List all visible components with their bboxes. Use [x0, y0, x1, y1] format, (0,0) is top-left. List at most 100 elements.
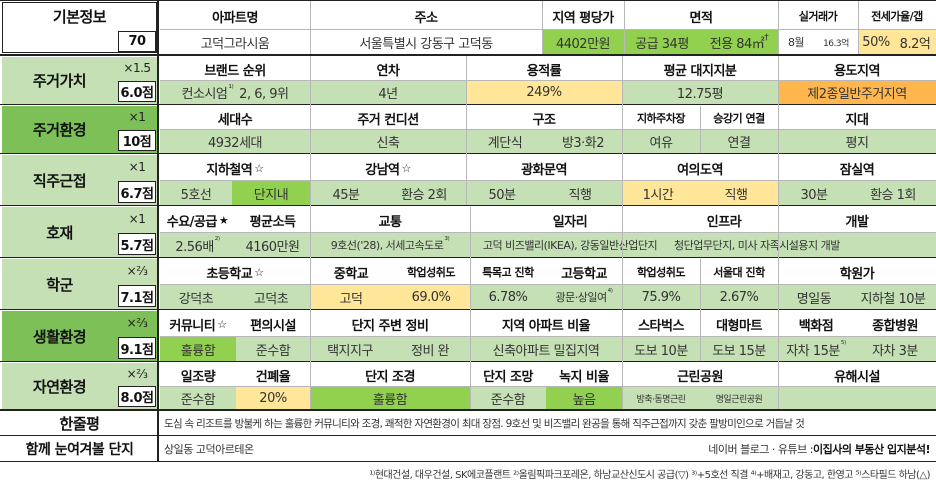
- cm-gangnam-time: 45분: [310, 181, 382, 205]
- nt-h7: 유해시설: [834, 369, 880, 385]
- nt-view: 준수함: [470, 387, 546, 409]
- le2-h8: 종합병원: [872, 318, 918, 334]
- lv-h1: 브랜드 순위: [204, 63, 266, 79]
- bn-h5: 인프라: [706, 214, 742, 230]
- nt-h5: 녹지 비율: [559, 369, 609, 385]
- cm-jamsil-time: 30분: [778, 181, 850, 205]
- sc-h4: 고등학교: [561, 266, 607, 282]
- basic-score: 70: [118, 31, 156, 52]
- apt-area-supply: 공급 34평: [624, 30, 700, 54]
- le-h5: 지대: [845, 112, 869, 128]
- le2-surround-b: 정비 완: [390, 337, 470, 361]
- sc-high: 광문·상일여 ⁴⁾: [546, 285, 622, 309]
- sc-academy-dist: 지하철 10분: [850, 285, 936, 309]
- living-value-score: 6.0점: [118, 81, 156, 102]
- le2-hospital: 자차 3분: [854, 337, 936, 361]
- sc-special: 6.78%: [470, 285, 546, 309]
- le-struct-b: 방3·화2: [544, 130, 622, 153]
- lv-h3: 용적률: [526, 63, 562, 79]
- le-h3: 구조: [532, 112, 556, 128]
- nt-h1: 일조량: [180, 369, 216, 385]
- summary-text: 도심 속 리조트를 방불케 하는 훌륭한 커뮤니티와 조경, 쾌적한 자연환경이…: [164, 417, 805, 430]
- trade-value: 16.3억: [823, 38, 849, 49]
- lv-zone: 제2종일반주거지역: [778, 81, 936, 104]
- le2-h6: 대형마트: [716, 318, 762, 334]
- le-condition: 신축: [310, 130, 466, 153]
- le2-h3: 단지 주변 정비: [351, 318, 429, 334]
- commute-score: 6.7점: [118, 181, 156, 203]
- cm-h3: 광화문역: [521, 162, 567, 178]
- compare-credit: 네이버 블로그 · 유튜브 : 이집사의 부동산 입지분석!: [708, 443, 930, 456]
- cm-gwanghwamun-time: 50분: [466, 181, 538, 205]
- le-units: 4932세대: [160, 130, 310, 153]
- school-mult: ×⅔: [126, 264, 148, 278]
- cm-station: 단지내: [232, 181, 310, 205]
- cm-h1: 지하철역 ☆: [206, 161, 264, 178]
- le-elevator: 연결: [700, 130, 778, 153]
- apt-name: 고덕그라시움: [200, 36, 270, 52]
- le-parking: 여유: [622, 130, 700, 153]
- hdr-addr: 주소: [414, 10, 438, 26]
- sc-h2: 중학교: [333, 266, 369, 282]
- footnote: ¹⁾현대건설, 대우건설, SK에코플랜트 ²⁾올림픽파크포레온, 하남교산신도…: [369, 469, 930, 481]
- sc-elem-a: 강덕초: [160, 285, 232, 309]
- bn-income: 4160만원: [235, 233, 310, 257]
- hdr-price: 지역 평당가: [552, 10, 614, 26]
- sc-h2b: 학업성취도: [406, 266, 456, 279]
- nt-park-a: 방축·동명근린: [622, 387, 700, 409]
- le2-h1: 커뮤니티 ☆: [169, 317, 227, 334]
- lv-age: 4년: [310, 81, 466, 104]
- le2-h2: 편의시설: [250, 318, 296, 334]
- le2-community: 훌륭함: [160, 337, 236, 361]
- nt-green: 높음: [546, 387, 622, 409]
- life-env-score: 9.1점: [118, 337, 156, 359]
- apt-address: 서울특별시 강동구 고덕동: [359, 36, 493, 52]
- sc-middle: 고덕: [310, 285, 392, 309]
- cm-h2: 강남역 ☆: [365, 161, 411, 178]
- bn-h3: 교통: [378, 214, 402, 230]
- le2-convenience: 준수함: [236, 337, 310, 361]
- compare-label: 함께 눈여겨볼 단지: [25, 442, 134, 458]
- nt-h6: 근린공원: [677, 369, 723, 385]
- hdr-area: 면적: [689, 10, 713, 26]
- life-env-mult: ×⅔: [126, 316, 148, 330]
- gap-rate: 50%: [858, 30, 894, 54]
- sc-h3: 특목고 진학: [482, 266, 534, 279]
- le2-h4: 지역 아파트 비율: [501, 318, 591, 334]
- le2-ratio: 신축아파트 밀집지역: [470, 337, 622, 361]
- apt-price: 4402만원: [542, 30, 624, 54]
- cm-h4: 여의도역: [677, 162, 723, 178]
- nt-h4: 단지 조망: [483, 369, 533, 385]
- bn-infra-dev: 청단업무단지, 미사 자족시설용지 개발: [670, 233, 936, 257]
- le-h4a: 지하주차장: [636, 112, 686, 125]
- lv-brand: 컨소시엄 ¹⁾ 2, 6, 9위: [160, 81, 310, 104]
- cm-jamsil-route: 환승 1회: [850, 181, 936, 205]
- sc-middle-score: 69.0%: [392, 285, 470, 309]
- cm-yeouido-time: 1시간: [622, 181, 694, 205]
- school-score: 7.1점: [118, 285, 156, 307]
- lv-h2: 연차: [376, 63, 400, 79]
- nt-hazard: [778, 387, 936, 409]
- bn-ratio: 2.56배 ²⁾: [160, 233, 235, 257]
- lv-far: 249%: [466, 81, 622, 104]
- nature-mult: ×⅔: [126, 367, 148, 381]
- hdr-gap: 전세가율/갭: [871, 10, 923, 23]
- boon-score: 5.7점: [118, 233, 156, 255]
- nt-h2: 건폐율: [255, 369, 291, 385]
- le-h2: 주거 컨디션: [357, 112, 419, 128]
- nt-h3: 단지 조경: [365, 369, 415, 385]
- le-h1: 세대수: [217, 112, 253, 128]
- gap-value: 8.2억: [894, 30, 936, 54]
- lv-h4: 평균 대지지분: [663, 63, 737, 79]
- bn-h6: 개발: [845, 214, 869, 230]
- le2-starbucks: 도보 10분: [622, 337, 700, 361]
- le2-dept: 자차 15분 ⁵⁾: [778, 337, 854, 361]
- le2-h5: 스타벅스: [638, 318, 684, 334]
- commute-mult: ×1: [128, 160, 146, 174]
- cm-line: 5호선: [160, 181, 232, 205]
- sc-h4b: 학업성취도: [636, 266, 686, 279]
- living-env-score: 10점: [118, 130, 156, 151]
- lv-land: 12.75평: [622, 81, 778, 104]
- sc-h5: 서울대 진학: [713, 266, 765, 279]
- bn-h1: 수요/공급 ★: [166, 213, 229, 230]
